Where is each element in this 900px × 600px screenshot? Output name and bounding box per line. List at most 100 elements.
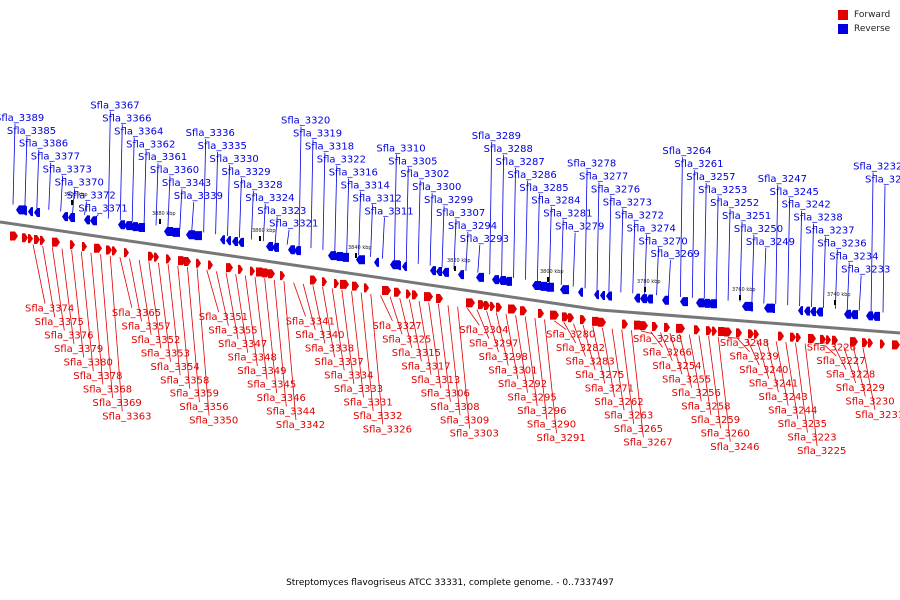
reverse-gene-arrow[interactable]: [170, 227, 180, 237]
gene-label[interactable]: Sfla_3373: [43, 165, 92, 176]
gene-label[interactable]: Sfla_3269: [650, 249, 699, 260]
gene-label[interactable]: Sfla_3355: [208, 326, 257, 337]
forward-gene-arrow[interactable]: [166, 254, 171, 264]
gene-label[interactable]: Sfla_3243: [758, 392, 807, 403]
gene-label[interactable]: Sfla_3317: [401, 361, 450, 372]
reverse-gene-arrow[interactable]: [294, 246, 301, 256]
gene-label[interactable]: Sfla_3359: [170, 389, 219, 400]
gene-label[interactable]: Sfla_3357: [122, 321, 171, 332]
reverse-gene-arrow[interactable]: [374, 257, 379, 267]
forward-gene-arrow[interactable]: [478, 300, 485, 310]
gene-label[interactable]: Sfla_3333: [334, 384, 383, 395]
reverse-gene-arrow[interactable]: [22, 206, 27, 216]
reverse-gene-arrow[interactable]: [844, 309, 851, 319]
forward-gene-arrow[interactable]: [562, 312, 569, 322]
gene-label[interactable]: Sfla_3290: [527, 420, 576, 431]
forward-gene-arrow[interactable]: [124, 248, 129, 258]
gene-label[interactable]: Sfla_3226: [807, 343, 856, 354]
reverse-gene-arrow[interactable]: [164, 227, 173, 237]
gene-label[interactable]: Sfla_3378: [73, 371, 122, 382]
gene-label[interactable]: Sfla_3237: [805, 226, 854, 237]
gene-label[interactable]: Sfla_3349: [237, 366, 286, 377]
gene-label[interactable]: Sfla_3274: [627, 223, 676, 234]
gene-label[interactable]: Sfla_3353: [141, 348, 190, 359]
forward-gene-arrow[interactable]: [280, 271, 285, 281]
reverse-gene-arrow[interactable]: [62, 212, 68, 222]
gene-label[interactable]: Sfla_3273: [603, 197, 652, 208]
gene-label[interactable]: Sfla_3292: [498, 379, 547, 390]
gene-label[interactable]: Sfla_3379: [54, 344, 103, 355]
gene-label[interactable]: Sfla_3316: [329, 167, 378, 178]
gene-label[interactable]: Sfla_3320: [281, 116, 330, 127]
gene-label[interactable]: Sfla_3266: [643, 347, 692, 358]
gene-label[interactable]: Sfla_3389: [0, 113, 44, 124]
gene-label[interactable]: Sfla_3344: [266, 407, 315, 418]
gene-label[interactable]: Sfla_3327: [372, 321, 421, 332]
gene-label[interactable]: Sfla_3270: [639, 236, 688, 247]
reverse-gene-arrow[interactable]: [492, 275, 499, 285]
forward-gene-arrow[interactable]: [880, 339, 885, 349]
gene-label[interactable]: Sfla_3230: [845, 397, 894, 408]
reverse-gene-arrow[interactable]: [220, 235, 225, 245]
forward-gene-arrow[interactable]: [406, 289, 411, 299]
forward-gene-arrow[interactable]: [622, 319, 628, 329]
gene-label[interactable]: Sfla_3281: [543, 209, 592, 220]
forward-gene-arrow[interactable]: [394, 287, 401, 297]
gene-label[interactable]: Sfla_3311: [364, 206, 413, 217]
forward-gene-arrow[interactable]: [184, 256, 191, 266]
gene-label[interactable]: Sfla_3329: [221, 167, 270, 178]
gene-label[interactable]: Sfla_3236: [817, 239, 866, 250]
gene-label[interactable]: Sfla_3253: [698, 185, 747, 196]
forward-gene-arrow[interactable]: [706, 326, 712, 336]
forward-gene-arrow[interactable]: [790, 332, 796, 342]
forward-gene-arrow[interactable]: [34, 234, 40, 244]
gene-label[interactable]: Sfla_3268: [633, 334, 682, 345]
gene-label[interactable]: Sfla_3306: [421, 388, 470, 399]
gene-label[interactable]: Sfla_3325: [382, 334, 431, 345]
gene-label[interactable]: Sfla_3304: [459, 325, 508, 336]
forward-gene-arrow[interactable]: [310, 275, 317, 285]
gene-label[interactable]: Sfla_3346: [257, 393, 306, 404]
gene-label[interactable]: Sfla_3223: [787, 433, 836, 444]
reverse-gene-arrow[interactable]: [34, 207, 40, 217]
forward-gene-arrow[interactable]: [538, 308, 544, 318]
gene-label[interactable]: Sfla_3376: [44, 330, 93, 341]
gene-label[interactable]: Sfla_3300: [412, 182, 461, 193]
gene-label[interactable]: Sfla_3278: [567, 159, 616, 170]
reverse-gene-arrow[interactable]: [84, 215, 90, 225]
reverse-gene-arrow[interactable]: [532, 281, 541, 291]
gene-label[interactable]: Sfla_3277: [579, 172, 628, 183]
forward-gene-arrow[interactable]: [820, 334, 826, 344]
reverse-gene-arrow[interactable]: [646, 294, 653, 304]
forward-gene-arrow[interactable]: [850, 337, 858, 347]
forward-gene-arrow[interactable]: [736, 328, 742, 338]
gene-label[interactable]: Sfla_3286: [507, 170, 556, 181]
gene-label[interactable]: Sfla_3232: [853, 161, 900, 172]
forward-gene-arrow[interactable]: [796, 333, 801, 343]
gene-label[interactable]: Sfla_3385: [7, 126, 56, 137]
gene-label[interactable]: Sfla_3365: [112, 308, 161, 319]
gene-label[interactable]: Sfla_3324: [245, 193, 294, 204]
forward-gene-arrow[interactable]: [94, 243, 102, 253]
forward-gene-arrow[interactable]: [862, 338, 868, 348]
gene-label[interactable]: Sfla_3302: [400, 169, 449, 180]
reverse-gene-arrow[interactable]: [476, 272, 484, 282]
forward-gene-arrow[interactable]: [238, 264, 243, 274]
forward-gene-arrow[interactable]: [484, 300, 490, 310]
reverse-gene-arrow[interactable]: [560, 285, 569, 295]
reverse-gene-arrow[interactable]: [708, 299, 717, 309]
reverse-gene-arrow[interactable]: [850, 310, 858, 320]
gene-label[interactable]: Sfla_3282: [556, 343, 605, 354]
forward-gene-arrow[interactable]: [436, 293, 443, 303]
gene-label[interactable]: Sfla_3313: [411, 375, 460, 386]
gene-label[interactable]: Sfla_3280: [546, 330, 595, 341]
forward-gene-arrow[interactable]: [412, 290, 418, 300]
gene-label[interactable]: Sfla_3235: [778, 419, 827, 430]
gene-label[interactable]: Sfla_3372: [67, 191, 116, 202]
reverse-gene-arrow[interactable]: [748, 302, 753, 312]
gene-label[interactable]: Sfla_3293: [460, 234, 509, 245]
gene-label[interactable]: Sfla_3262: [594, 397, 643, 408]
forward-gene-arrow[interactable]: [694, 325, 700, 335]
forward-gene-arrow[interactable]: [652, 321, 658, 331]
